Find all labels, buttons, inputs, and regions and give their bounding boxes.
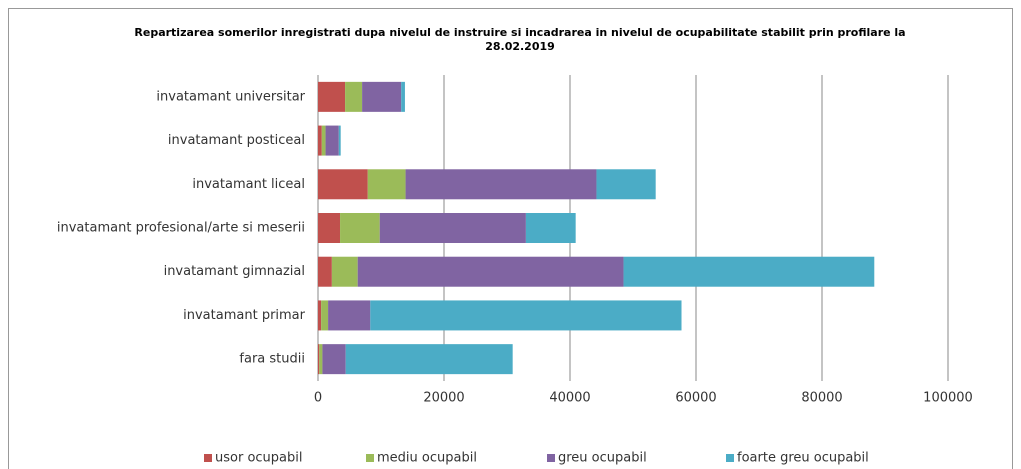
bar-segment xyxy=(340,213,380,243)
x-tick-label: 100000 xyxy=(923,391,973,406)
bar-segment xyxy=(525,213,576,243)
bar-segment xyxy=(325,125,339,156)
y-tick-label: invatamant universitar xyxy=(156,89,305,104)
y-tick-label: invatamant gimnazial xyxy=(164,264,305,279)
bar-segment xyxy=(370,300,682,331)
x-tick-label: 60000 xyxy=(675,391,716,406)
bar-segment xyxy=(318,300,322,331)
bar-segment xyxy=(331,256,358,287)
x-tick-label: 0 xyxy=(314,391,322,406)
x-tick-label: 80000 xyxy=(801,391,842,406)
bar-segment xyxy=(321,125,326,156)
bar-segment xyxy=(318,125,322,156)
chart-title: Repartizarea somerilor inregistrati dupa… xyxy=(134,26,906,53)
chart-frame xyxy=(8,8,1013,469)
bar-segment xyxy=(318,169,368,200)
legend-marker xyxy=(547,454,555,462)
legend-marker xyxy=(366,454,374,462)
y-tick-label: invatamant liceal xyxy=(192,177,305,192)
bar-segment xyxy=(319,344,323,375)
y-tick-label: invatamant primar xyxy=(183,308,306,323)
x-tick-label: 20000 xyxy=(423,391,464,406)
bar-segment xyxy=(596,169,656,200)
bar-segment xyxy=(345,81,363,112)
bar-segment xyxy=(318,81,346,112)
y-tick-label: fara studii xyxy=(239,352,305,367)
bar-segment xyxy=(321,300,329,331)
bar-segment xyxy=(401,81,405,112)
bar-segment xyxy=(362,81,402,112)
bar-segment xyxy=(623,256,875,287)
bar-segment xyxy=(379,213,526,243)
legend-marker xyxy=(726,454,734,462)
bar-segment xyxy=(318,256,332,287)
bar-segment xyxy=(367,169,406,200)
bar-segment xyxy=(322,344,346,375)
bar-segment xyxy=(357,256,624,287)
legend-label: greu ocupabil xyxy=(558,451,647,466)
bar-segment xyxy=(405,169,597,200)
legend-label: usor ocupabil xyxy=(215,451,302,466)
bar-segment xyxy=(345,344,513,375)
legend-label: mediu ocupabil xyxy=(377,451,477,466)
bar-segment xyxy=(338,125,341,156)
bar-segment xyxy=(328,300,371,331)
bar-segment xyxy=(318,213,341,243)
x-tick-label: 40000 xyxy=(549,391,590,406)
legend-marker xyxy=(204,454,212,462)
bar-segment xyxy=(318,344,320,375)
y-tick-label: invatamant posticeal xyxy=(168,133,305,148)
legend-label: foarte greu ocupabil xyxy=(737,451,869,466)
y-tick-label: invatamant profesional/arte si meserii xyxy=(57,221,305,236)
